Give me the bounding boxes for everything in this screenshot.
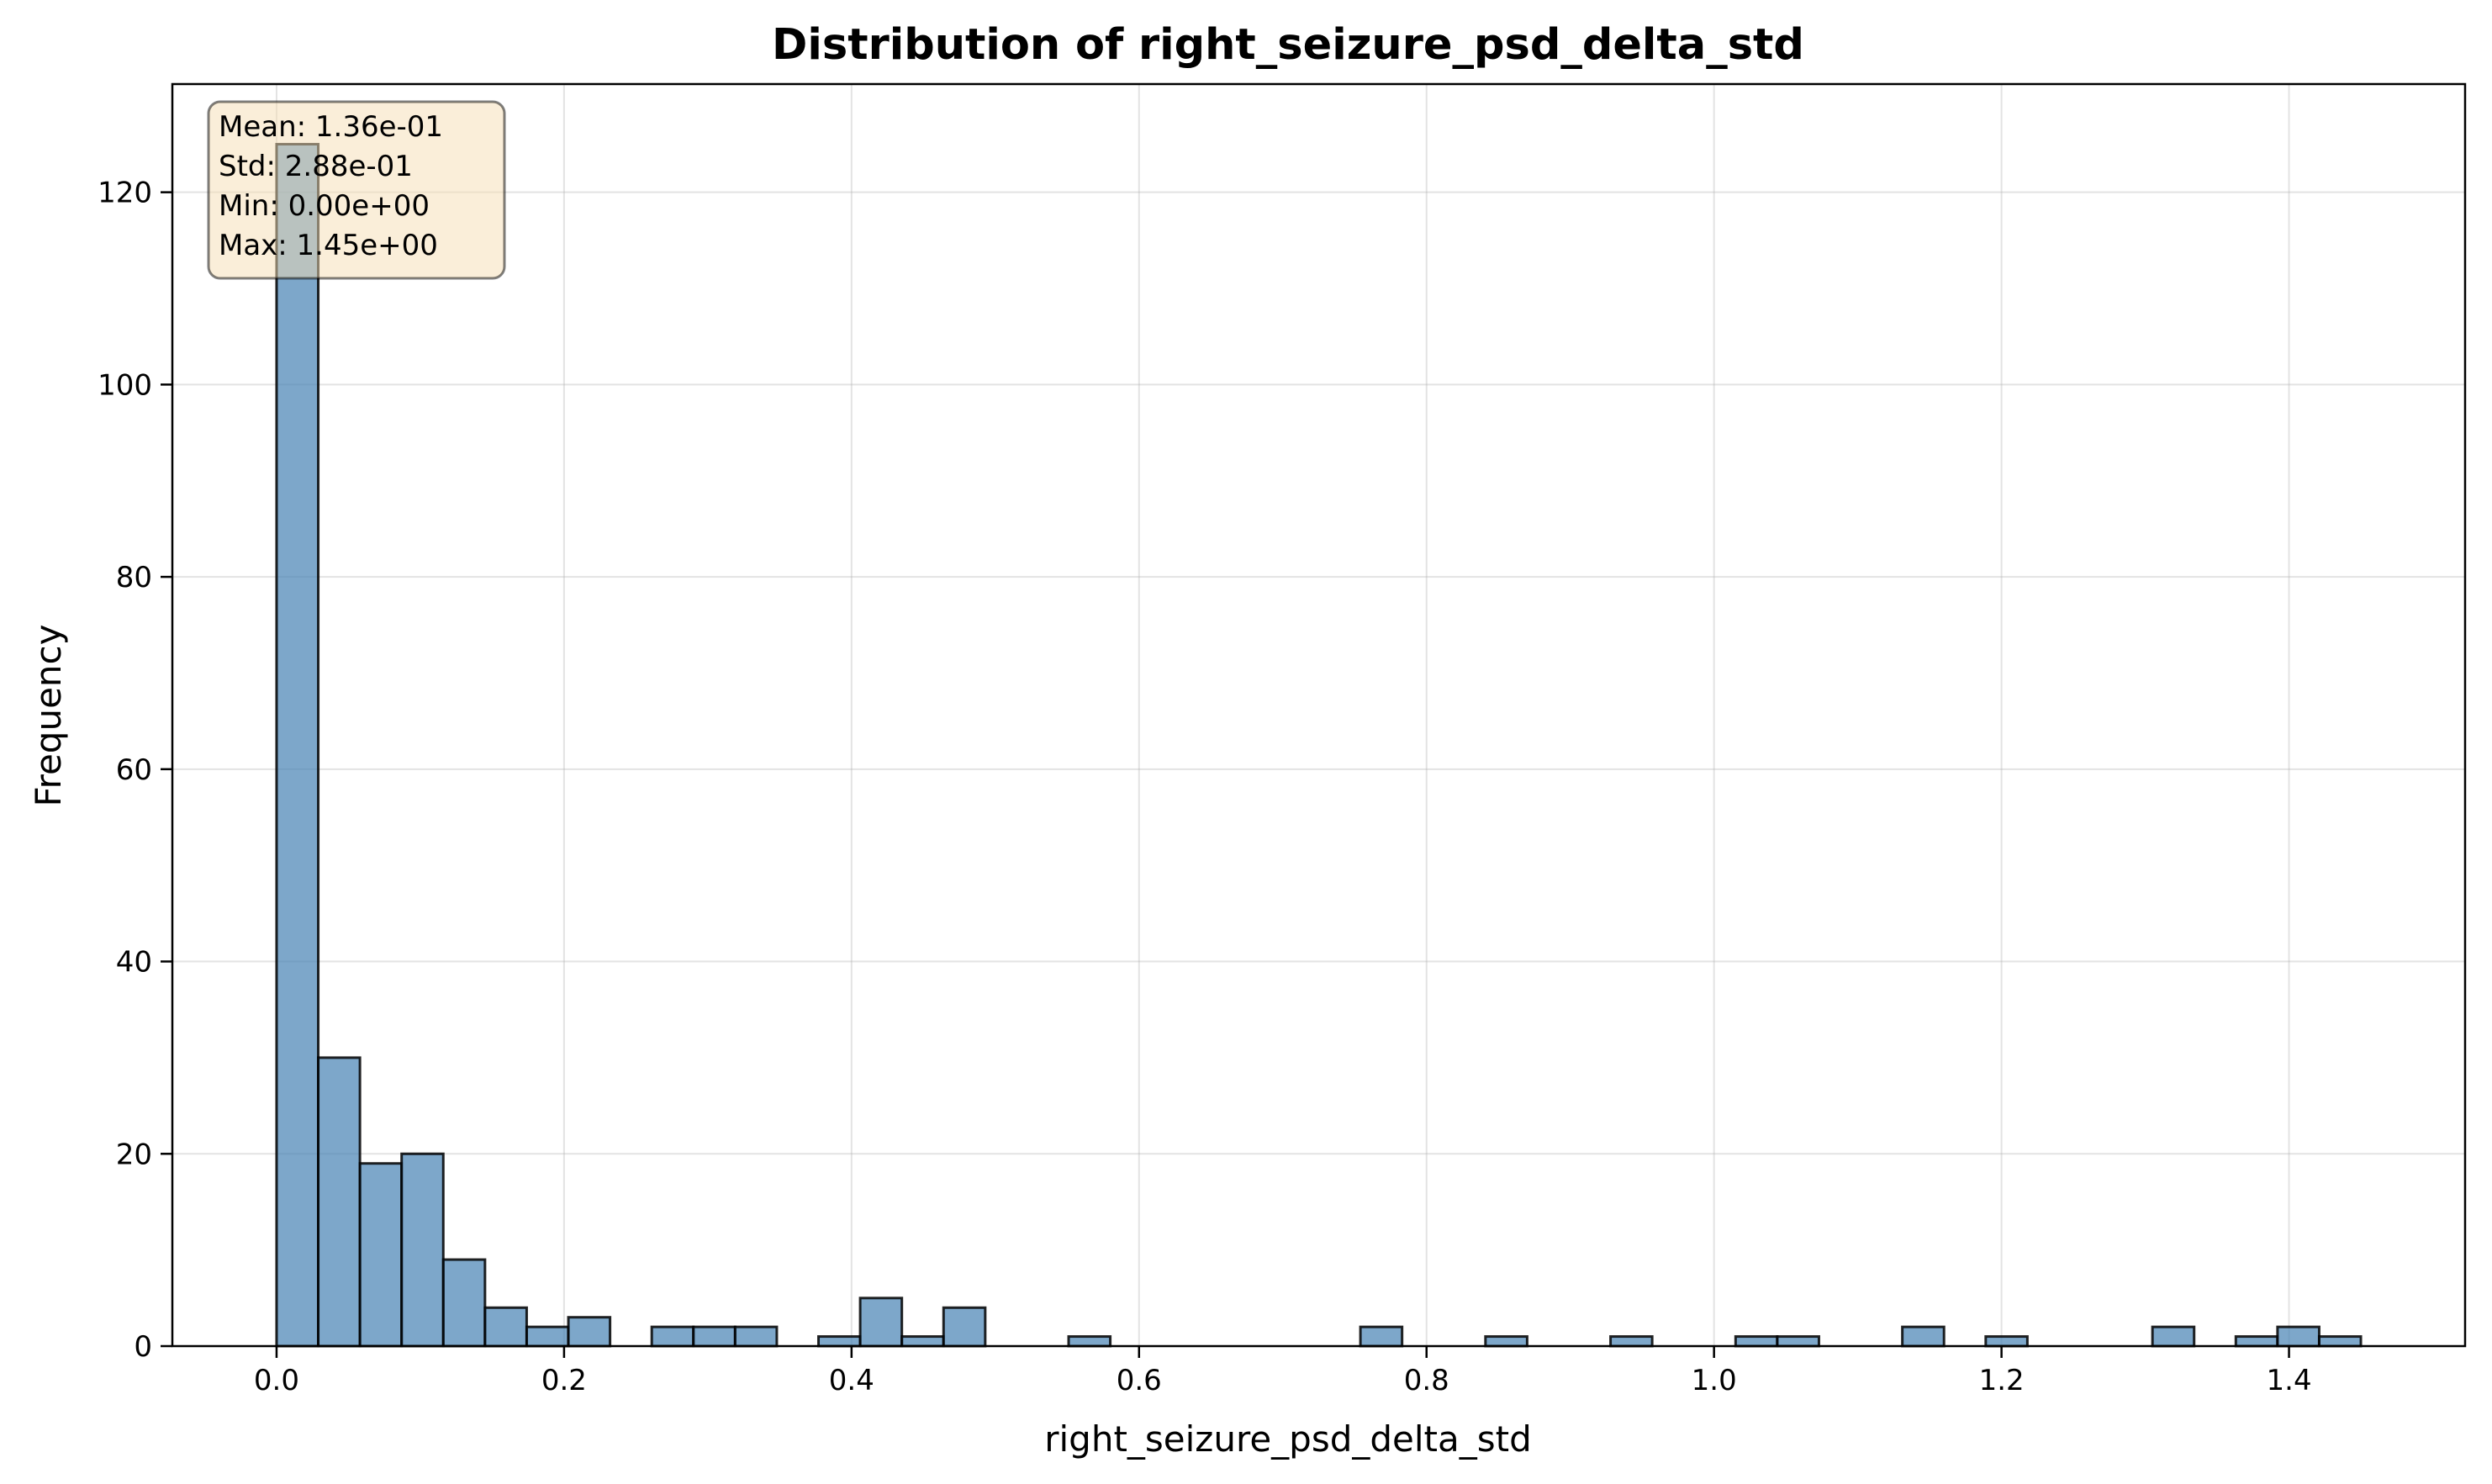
x-tick-label: 0.8: [1404, 1364, 1449, 1397]
histogram-bar: [400, 1152, 445, 1348]
histogram-bar: [2276, 1325, 2320, 1348]
stats-std: Std: 2.88e-01: [219, 150, 413, 183]
histogram-bar: [900, 1335, 945, 1348]
histogram-bar: [483, 1306, 528, 1348]
histogram-bar: [2151, 1325, 2196, 1348]
stats-min: Min: 0.00e+00: [219, 189, 430, 223]
stats-mean: Mean: 1.36e-01: [219, 110, 443, 144]
histogram-bar: [567, 1316, 612, 1348]
histogram-bar: [525, 1325, 570, 1348]
y-tick-label: 100: [98, 368, 152, 402]
chart-title: Distribution of right_seizure_psd_delta_…: [772, 20, 1804, 70]
histogram-bar: [817, 1335, 862, 1348]
y-tick-label: 0: [134, 1330, 152, 1364]
histogram-bar: [1901, 1325, 1946, 1348]
histogram-bar: [1359, 1325, 1404, 1348]
y-tick-label: 60: [116, 753, 152, 787]
histogram-bar: [1067, 1335, 1112, 1348]
histogram-bar: [858, 1297, 904, 1348]
x-axis-label: right_seizure_psd_delta_std: [1044, 1418, 1532, 1460]
x-tick-label: 1.0: [1692, 1364, 1737, 1397]
histogram-bar: [1609, 1335, 1654, 1348]
x-tick-label: 0.4: [829, 1364, 874, 1397]
x-tick-label: 0.6: [1117, 1364, 1162, 1397]
histogram-bar: [317, 1056, 362, 1348]
histogram-bar: [1484, 1335, 1528, 1348]
histogram-bar: [275, 142, 320, 1348]
histogram-bar: [441, 1258, 487, 1348]
histogram-bar: [2234, 1335, 2279, 1348]
histogram-bars: [275, 142, 2363, 1348]
histogram-bar: [2317, 1335, 2363, 1348]
stats-max: Max: 1.45e+00: [219, 229, 438, 262]
histogram-bar: [692, 1325, 737, 1348]
y-tick-label: 20: [116, 1138, 152, 1171]
histogram-bar: [1984, 1335, 2029, 1348]
y-tick-label: 120: [98, 177, 152, 210]
plot-frame: [171, 82, 2467, 1348]
x-tick-label: 1.4: [2267, 1364, 2312, 1397]
histogram-bar: [733, 1325, 779, 1348]
stats-box: Mean: 1.36e-01 Std: 2.88e-01 Min: 0.00e+…: [207, 100, 506, 280]
histogram-bar: [1734, 1335, 1779, 1348]
x-axis-ticks: 0.0 0.2 0.4 0.6 0.8 1.0 1.2 1.4: [254, 1346, 2312, 1397]
x-tick-label: 0.2: [541, 1364, 587, 1397]
x-tick-label: 1.2: [1979, 1364, 2025, 1397]
x-tick-label: 0.0: [254, 1364, 299, 1397]
grid-lines: [172, 84, 2465, 1347]
y-tick-label: 80: [116, 561, 152, 594]
y-axis-label: Frequency: [28, 625, 69, 807]
y-axis-ticks: 0 20 40 60 80 100 120: [98, 177, 172, 1364]
stats-box-background: [207, 100, 506, 280]
histogram-bar: [650, 1325, 695, 1348]
histogram-bar: [358, 1162, 404, 1348]
histogram-bar: [1776, 1335, 1820, 1348]
y-tick-label: 40: [116, 946, 152, 980]
histogram-bar: [942, 1306, 987, 1348]
